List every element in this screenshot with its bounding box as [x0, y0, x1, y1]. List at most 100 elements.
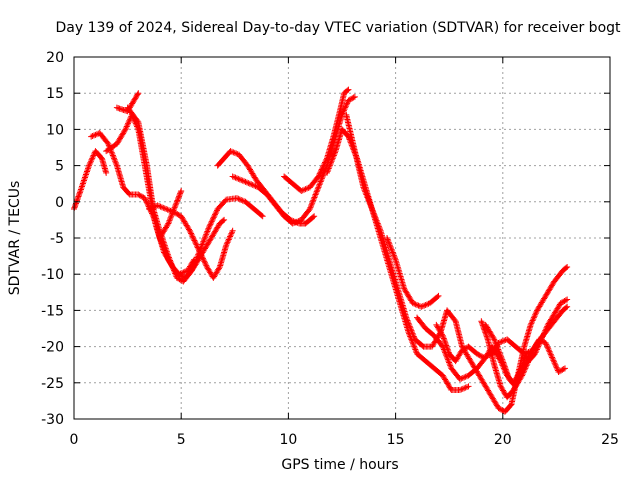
data-point-marker [316, 181, 323, 188]
data-point-marker [392, 255, 399, 262]
data-point-marker [161, 205, 168, 212]
data-point-marker [458, 386, 465, 393]
data-point-marker [175, 194, 182, 201]
data-point-marker [164, 206, 171, 213]
data-point-marker [536, 340, 543, 347]
data-point-marker [211, 213, 218, 220]
data-point-marker [404, 317, 411, 324]
data-point-marker [225, 236, 232, 243]
data-point-marker [78, 184, 85, 191]
data-point-marker [367, 201, 374, 208]
data-point-marker [345, 97, 352, 104]
data-point-marker [520, 369, 527, 376]
data-point-marker [459, 347, 466, 354]
data-point-marker [105, 140, 112, 147]
data-point-marker [188, 230, 195, 237]
data-point-marker [369, 207, 376, 214]
data-point-marker [418, 303, 425, 310]
data-point-marker [315, 182, 322, 189]
data-point-marker [200, 256, 207, 263]
data-point-marker [412, 347, 419, 354]
data-point-marker [91, 132, 98, 139]
data-point-marker [125, 120, 132, 127]
data-point-marker [289, 220, 296, 227]
data-point-marker [175, 211, 182, 218]
data-point-marker [228, 230, 235, 237]
data-point-marker [241, 178, 248, 185]
data-point-marker [143, 199, 150, 206]
data-point-marker [318, 166, 325, 173]
data-point-marker [322, 158, 329, 165]
data-point-marker [329, 156, 336, 163]
data-point-marker [213, 208, 220, 215]
data-point-marker [242, 178, 249, 185]
data-point-marker [341, 106, 348, 113]
data-point-marker [363, 193, 370, 200]
data-point-marker [529, 317, 536, 324]
data-point-marker [528, 318, 535, 325]
data-point-marker [202, 234, 209, 241]
data-point-marker [230, 149, 237, 156]
data-point-marker [298, 187, 305, 194]
data-point-marker [191, 237, 198, 244]
data-point-marker [444, 356, 451, 363]
data-point-marker [176, 193, 183, 200]
data-point-marker [495, 347, 502, 354]
data-point-marker [545, 347, 552, 354]
data-markers [71, 86, 571, 415]
data-point-marker [474, 350, 481, 357]
data-point-marker [238, 196, 245, 203]
data-point-marker [451, 317, 458, 324]
data-point-marker [174, 197, 181, 204]
data-point-marker [496, 349, 503, 356]
data-point-marker [549, 354, 556, 361]
data-point-marker [507, 402, 514, 409]
data-point-marker [323, 156, 330, 163]
data-point-marker [497, 352, 504, 359]
data-point-marker [80, 178, 87, 185]
data-point-marker [176, 271, 183, 278]
data-point-marker [563, 304, 570, 311]
data-point-marker [322, 159, 329, 166]
data-point-marker [307, 204, 314, 211]
data-point-marker [134, 117, 141, 124]
data-point-marker [239, 197, 246, 204]
data-point-marker [110, 153, 117, 160]
series-track-1 [71, 148, 110, 213]
data-point-marker [555, 368, 562, 375]
data-point-marker [547, 350, 554, 357]
data-point-marker [313, 188, 320, 195]
data-point-marker [495, 405, 502, 412]
data-point-marker [199, 241, 206, 248]
data-point-marker [89, 153, 96, 160]
data-point-marker [373, 216, 380, 223]
data-point-marker [177, 190, 184, 197]
data-point-marker [188, 231, 195, 238]
data-point-marker [299, 187, 306, 194]
data-point-marker [411, 345, 418, 352]
data-point-marker [151, 203, 158, 210]
data-point-marker [496, 405, 503, 412]
data-point-marker [314, 185, 321, 192]
data-point-marker [310, 197, 317, 204]
data-point-marker [534, 345, 541, 352]
data-point-marker [522, 363, 529, 370]
data-point-marker [521, 366, 528, 373]
data-point-marker [233, 195, 240, 202]
data-point-marker [532, 310, 539, 317]
series-track-7 [156, 187, 185, 241]
data-point-marker [311, 194, 318, 201]
data-point-marker [552, 361, 559, 368]
data-point-marker [498, 338, 505, 345]
data-point-marker [80, 177, 87, 184]
data-point-marker [204, 227, 211, 234]
data-point-marker [223, 242, 230, 249]
data-point-marker [522, 365, 529, 372]
data-point-marker [169, 208, 176, 215]
data-point-marker [202, 261, 209, 268]
data-point-marker [317, 179, 324, 186]
data-point-marker [208, 219, 215, 226]
data-point-marker [317, 178, 324, 185]
data-point-marker [326, 164, 333, 171]
data-point-marker [252, 183, 259, 190]
